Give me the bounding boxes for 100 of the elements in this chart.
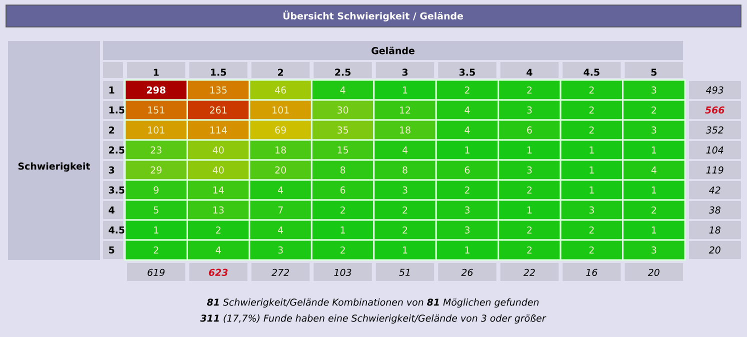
data-label: 151	[148, 106, 164, 114]
data-label: 135	[210, 86, 227, 94]
data-label: 261	[210, 106, 226, 114]
y-tick-label: 1	[109, 86, 114, 94]
y-axis-title: Schwierigkeit	[18, 162, 90, 172]
y-tick-label: 1.5	[109, 106, 124, 114]
data-label: 2	[589, 226, 594, 234]
y2-tick-label: 20	[708, 246, 720, 254]
data-label: 2	[527, 186, 532, 194]
data-label: 2	[589, 126, 594, 134]
data-label: 13	[213, 206, 224, 214]
y2-tick-label: 352	[706, 126, 724, 134]
data-label: 30	[337, 106, 348, 114]
text: 623	[208, 268, 228, 276]
x-tick-label: 4	[526, 68, 532, 76]
data-label: 1	[340, 226, 345, 234]
data-label: 3	[527, 166, 532, 174]
data-label: 2	[402, 226, 408, 234]
data-label: 1	[652, 186, 656, 194]
data-label: 14	[213, 186, 224, 194]
data-label: 4	[402, 146, 408, 154]
data-label: 6	[527, 126, 532, 134]
data-label: 2	[402, 206, 408, 214]
data-label: 69	[275, 126, 286, 134]
y2-tick-label: 42	[709, 186, 720, 194]
y-tick-label: 2.5	[109, 146, 124, 154]
data-label: 8	[340, 166, 346, 174]
text: 22	[523, 268, 535, 276]
y-tick-label: 4	[108, 206, 114, 214]
y2-tick-label: 104	[706, 146, 724, 154]
x-tick-label: 1.5	[211, 68, 226, 76]
text: 619	[148, 268, 165, 276]
data-label: 2	[154, 246, 158, 254]
data-label: 4	[651, 166, 656, 174]
data-label: 1	[527, 146, 532, 154]
data-label: 5	[154, 206, 158, 214]
data-label: 3	[464, 206, 470, 214]
data-label: 2	[340, 206, 345, 214]
text: 81 Schwierigkeit/Gelände Kombinationen von 81 Möglichen gefunden	[206, 298, 539, 308]
text: 26	[461, 268, 473, 276]
data-label: 1	[652, 146, 656, 154]
data-label: 2	[464, 86, 470, 94]
x-tick-label: 1	[154, 68, 159, 76]
data-label: 4	[464, 106, 470, 114]
data-label: 3	[402, 186, 408, 194]
data-label: 1	[403, 246, 408, 254]
data-label: 23	[150, 146, 162, 154]
data-label: 12	[400, 106, 410, 114]
data-label: 2	[652, 206, 656, 214]
data-label: 2	[527, 226, 532, 234]
x-tick-label: 2.5	[335, 68, 350, 76]
data-label: 3	[652, 86, 656, 94]
data-label: 6	[340, 186, 346, 194]
data-label: 4	[464, 126, 470, 134]
data-label: 40	[212, 146, 224, 154]
data-label: 8	[402, 166, 408, 174]
data-label: 298	[146, 86, 166, 94]
data-label: 18	[276, 146, 286, 154]
data-label: 20	[275, 166, 286, 174]
data-label: 1	[652, 226, 656, 234]
data-label: 4	[340, 86, 346, 94]
data-label: 1	[590, 166, 594, 174]
data-label: 2	[527, 86, 532, 94]
data-label: 9	[154, 186, 158, 194]
data-label: 1	[527, 206, 532, 214]
data-label: 114	[210, 126, 227, 134]
data-label: 101	[272, 106, 289, 114]
data-label: 29	[150, 166, 162, 174]
text: 272	[272, 268, 289, 276]
data-label: 2	[216, 226, 220, 234]
y-tick-label: 3.5	[108, 186, 124, 194]
data-label: 18	[400, 126, 410, 134]
text: 51	[399, 268, 410, 276]
text: 20	[648, 268, 660, 276]
y2-tick-label: 493	[706, 86, 724, 94]
data-label: 3	[589, 206, 594, 214]
data-label: 7	[278, 206, 283, 214]
data-label: 2	[340, 246, 345, 254]
data-label: 2	[589, 246, 594, 254]
y-tick-label: 4.5	[108, 226, 124, 234]
data-label: 1	[465, 146, 470, 154]
x-tick-label: 3.5	[459, 68, 475, 76]
data-label: 3	[464, 226, 470, 234]
x-axis-title: Gelände	[372, 46, 414, 54]
data-label: 3	[278, 246, 283, 254]
x-tick-label: 4.5	[584, 68, 600, 76]
data-label: 2	[464, 186, 470, 194]
x-tick-label: 5	[651, 68, 657, 76]
y2-tick-label: 38	[708, 206, 720, 214]
data-label: 1	[403, 86, 408, 94]
data-label: 1	[465, 246, 470, 254]
data-label: 4	[278, 226, 284, 234]
data-label: 2	[589, 106, 594, 114]
data-label: 3	[652, 126, 656, 134]
y2-tick-label: 18	[709, 226, 720, 234]
data-label: 2	[527, 246, 532, 254]
text: 311 (17,7%) Funde haben eine Schwierigkeit/Gelände von 3 oder größer	[200, 314, 546, 324]
data-label: 2	[589, 86, 594, 94]
data-label: 4	[278, 186, 284, 194]
data-label: 1	[154, 226, 158, 234]
